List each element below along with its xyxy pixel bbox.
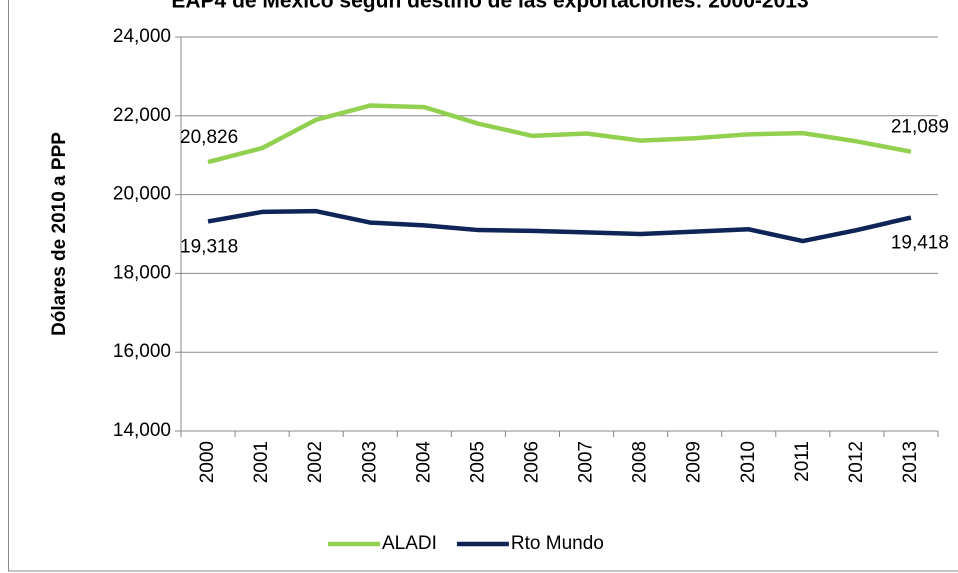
- x-tick-label: 2002: [305, 441, 326, 483]
- x-tick-label: 2010: [738, 441, 759, 483]
- y-tick-label: 22,000: [113, 105, 171, 126]
- x-tick-label: 2008: [630, 441, 651, 483]
- data-label: 21,089: [891, 117, 949, 138]
- line-series: [207, 103, 912, 165]
- x-tick-label: 2011: [792, 441, 813, 482]
- x-tick-label: 2004: [413, 441, 434, 484]
- y-axis-label: Dólares de 2010 a PPP: [49, 132, 70, 336]
- y-tick-label: 18,000: [113, 262, 171, 283]
- data-label: 19,318: [180, 236, 238, 257]
- legend-label: ALADI: [382, 533, 437, 554]
- x-tick-label: 2000: [197, 441, 218, 483]
- x-tick-label: 2007: [576, 441, 597, 483]
- x-tick-label: 2013: [900, 441, 921, 483]
- line-series: [207, 208, 912, 244]
- data-label: 19,418: [891, 233, 949, 254]
- y-tick-label: 20,000: [113, 184, 171, 205]
- chart-frame: [8, 0, 958, 572]
- y-tick-label: 14,000: [113, 420, 171, 441]
- x-tick-label: 2003: [359, 441, 380, 483]
- y-tick-label: 24,000: [113, 26, 171, 47]
- x-tick-label: 2001: [251, 441, 272, 483]
- x-tick-label: 2006: [521, 441, 542, 483]
- x-tick-label: 2005: [467, 441, 488, 483]
- data-label: 20,826: [180, 127, 238, 148]
- chart-title: EAP4 de México según destino de las expo…: [171, 0, 808, 13]
- x-tick-label: 2009: [684, 441, 705, 483]
- legend-label: Rto Mundo: [511, 533, 604, 554]
- x-tick-label: 2012: [846, 441, 867, 483]
- y-tick-label: 16,000: [113, 341, 171, 362]
